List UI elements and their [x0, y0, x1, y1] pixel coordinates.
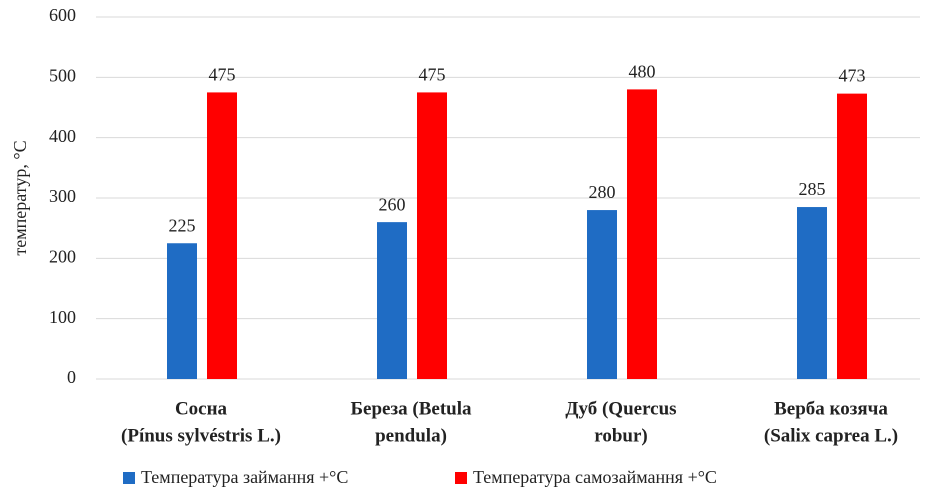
y-tick-label: 600 [49, 5, 76, 25]
bar [167, 243, 197, 379]
x-tick-label: Береза (Betula [351, 398, 472, 419]
y-tick-label: 100 [49, 307, 76, 327]
legend-label: Температура самозаймання +°C [473, 467, 717, 487]
y-axis-label: температур, °C [10, 140, 30, 255]
x-tick-label: pendula) [375, 425, 447, 446]
bar [587, 210, 617, 379]
value-label: 260 [379, 194, 406, 214]
x-tick-label: Сосна [175, 398, 228, 419]
legend-swatch [123, 472, 135, 484]
bar [207, 92, 237, 380]
value-label: 285 [799, 179, 826, 199]
x-tick-label: robur) [594, 425, 647, 446]
y-tick-label: 500 [49, 65, 76, 85]
legend-label: Температура займання +°C [141, 467, 348, 487]
x-tick-label: (Pínus sylvéstris L.) [121, 425, 281, 446]
bar [377, 222, 407, 379]
value-label: 280 [589, 182, 616, 202]
value-label: 475 [209, 65, 236, 85]
bar [837, 93, 867, 379]
value-label: 475 [419, 65, 446, 85]
value-label: 473 [839, 66, 866, 86]
x-tick-label: Верба козяча [774, 398, 888, 419]
y-tick-label: 300 [49, 186, 76, 206]
value-label: 480 [629, 62, 656, 82]
value-label: 225 [169, 215, 196, 235]
y-tick-label: 0 [67, 367, 76, 387]
y-tick-label: 400 [49, 126, 76, 146]
bar [417, 92, 447, 380]
bar [797, 207, 827, 379]
x-tick-label: (Salix caprea L.) [764, 425, 898, 446]
bar [627, 89, 657, 380]
x-tick-label: Дуб (Quercus [565, 398, 676, 419]
legend-swatch [455, 472, 467, 484]
y-tick-label: 200 [49, 246, 76, 266]
